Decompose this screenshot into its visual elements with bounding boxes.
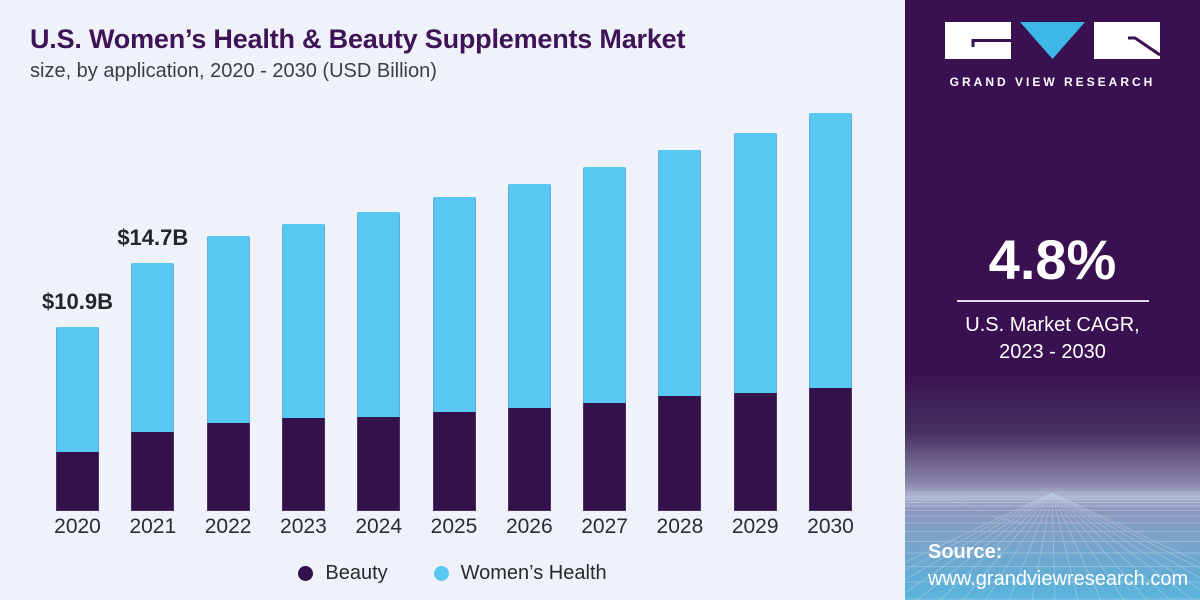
bar-2026-women-s-health-segment	[507, 183, 551, 409]
cagr-value: 4.8%	[988, 228, 1117, 291]
x-axis-label-2021: 2021	[129, 515, 177, 538]
bar-2028-beauty-segment	[658, 396, 702, 511]
gvr-logo-r	[1094, 22, 1160, 59]
legend-item-beauty: Beauty	[298, 562, 388, 585]
bar-2020-beauty-segment	[56, 452, 99, 511]
x-axis-label-2025: 2025	[430, 515, 478, 538]
chart-title: U.S. Women’s Health & Beauty Supplements…	[30, 24, 686, 54]
x-axis-label-2028: 2028	[656, 515, 704, 538]
value-annotation-2020: $10.9B	[42, 289, 113, 315]
bar-2020	[56, 327, 99, 511]
chart-subtitle: size, by application, 2020 - 2030 (USD B…	[30, 60, 437, 82]
brand-name: GRAND VIEW RESEARCH	[949, 75, 1156, 89]
brand-panel: GRAND VIEW RESEARCH 4.8% U.S. Market CAG…	[824, 0, 1200, 600]
legend-label-womens-health: Women’s Health	[460, 562, 607, 584]
bar-2021-beauty-segment	[131, 431, 175, 511]
cagr-label-line2: 2023 - 2030	[999, 341, 1106, 363]
bar-2022-women-s-health-segment	[206, 236, 250, 424]
source-label: Source:	[928, 541, 1003, 563]
cagr-divider	[956, 300, 1149, 302]
gvr-logo-marks-icon	[945, 22, 1161, 59]
bar-2024	[357, 212, 401, 511]
legend-label-beauty: Beauty	[325, 562, 388, 584]
bar-2030-women-s-health-segment	[809, 112, 852, 388]
chart-panel: U.S. Women’s Health & Beauty Supplements…	[0, 24, 905, 585]
x-axis-label-2030: 2030	[807, 515, 854, 538]
bar-2028-women-s-health-segment	[658, 150, 702, 397]
bar-2029-women-s-health-segment	[733, 133, 777, 393]
x-axis-label-2022: 2022	[204, 515, 252, 538]
bar-2027-women-s-health-segment	[583, 166, 627, 403]
bar-2023-women-s-health-segment	[281, 224, 325, 419]
bar-2021	[131, 263, 175, 511]
x-axis-label-2029: 2029	[731, 515, 779, 538]
stacked-bar-chart: 2020 2021 2022 2023 2024 2025 2026 2027 2028 2029…	[42, 112, 854, 538]
gvr-logo: GRAND VIEW RESEARCH	[945, 22, 1161, 89]
bar-2030-beauty-segment	[809, 387, 852, 511]
beauty-legend-dot-icon	[298, 566, 314, 581]
womens-health-legend-dot-icon	[433, 566, 449, 581]
bar-2020-women-s-health-segment	[56, 327, 99, 452]
x-axis-label-2023: 2023	[280, 515, 327, 538]
bar-2026	[507, 183, 551, 511]
legend-item-womens-health: Women’s Health	[433, 562, 607, 585]
bar-2029-beauty-segment	[733, 392, 777, 511]
cagr-block: 4.8% U.S. Market CAGR, 2023 - 2030	[905, 232, 1200, 366]
bar-2028	[658, 150, 702, 511]
bar-2029	[733, 133, 777, 511]
source-url: www.grandviewresearch.com	[928, 568, 1189, 590]
bar-2025	[432, 197, 476, 511]
x-axis-label-2027: 2027	[581, 515, 628, 538]
chart-legend: Beauty Women’s Health	[0, 562, 905, 585]
bar-2027-beauty-segment	[583, 403, 627, 511]
bar-2025-beauty-segment	[432, 411, 476, 511]
bar-2024-women-s-health-segment	[357, 212, 401, 417]
bar-2022	[206, 236, 250, 511]
bar-2023-beauty-segment	[281, 418, 325, 511]
value-annotation-2021: $14.7B	[117, 225, 189, 251]
x-axis-label-2024: 2024	[355, 515, 403, 538]
gvr-logo-v-triangle	[1020, 22, 1085, 59]
x-axis-label-2020: 2020	[54, 515, 101, 538]
x-axis-label-2026: 2026	[505, 515, 553, 538]
bar-2022-beauty-segment	[206, 423, 250, 511]
cagr-label-line1: U.S. Market CAGR,	[965, 314, 1140, 336]
bar-2030	[809, 112, 852, 511]
bar-2027	[583, 166, 627, 511]
bar-2023	[281, 224, 325, 511]
bar-2025-women-s-health-segment	[432, 197, 476, 412]
bar-2024-beauty-segment	[357, 416, 401, 511]
bar-2021-women-s-health-segment	[131, 263, 175, 432]
bar-2026-beauty-segment	[507, 408, 551, 511]
source-block: Source: www.grandviewresearch.com	[928, 541, 1188, 591]
